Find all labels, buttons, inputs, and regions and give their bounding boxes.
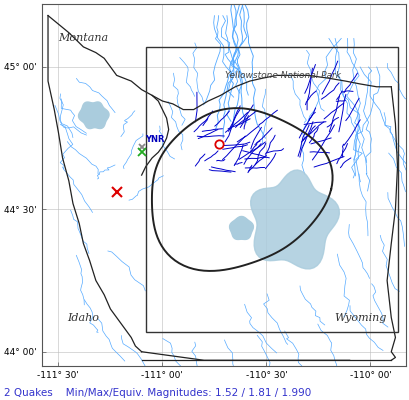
Text: Montana: Montana [58,33,108,43]
Text: Yellowstone National Park: Yellowstone National Park [225,71,340,80]
Text: 2 Quakes    Min/Max/Equiv. Magnitudes: 1.52 / 1.81 / 1.990: 2 Quakes Min/Max/Equiv. Magnitudes: 1.52… [4,388,310,398]
Text: Wyoming: Wyoming [333,312,385,322]
Polygon shape [229,216,253,240]
Bar [146,47,397,332]
Text: Idaho: Idaho [67,312,99,322]
Polygon shape [250,170,339,269]
Text: YNR: YNR [144,135,164,144]
Polygon shape [78,102,109,128]
